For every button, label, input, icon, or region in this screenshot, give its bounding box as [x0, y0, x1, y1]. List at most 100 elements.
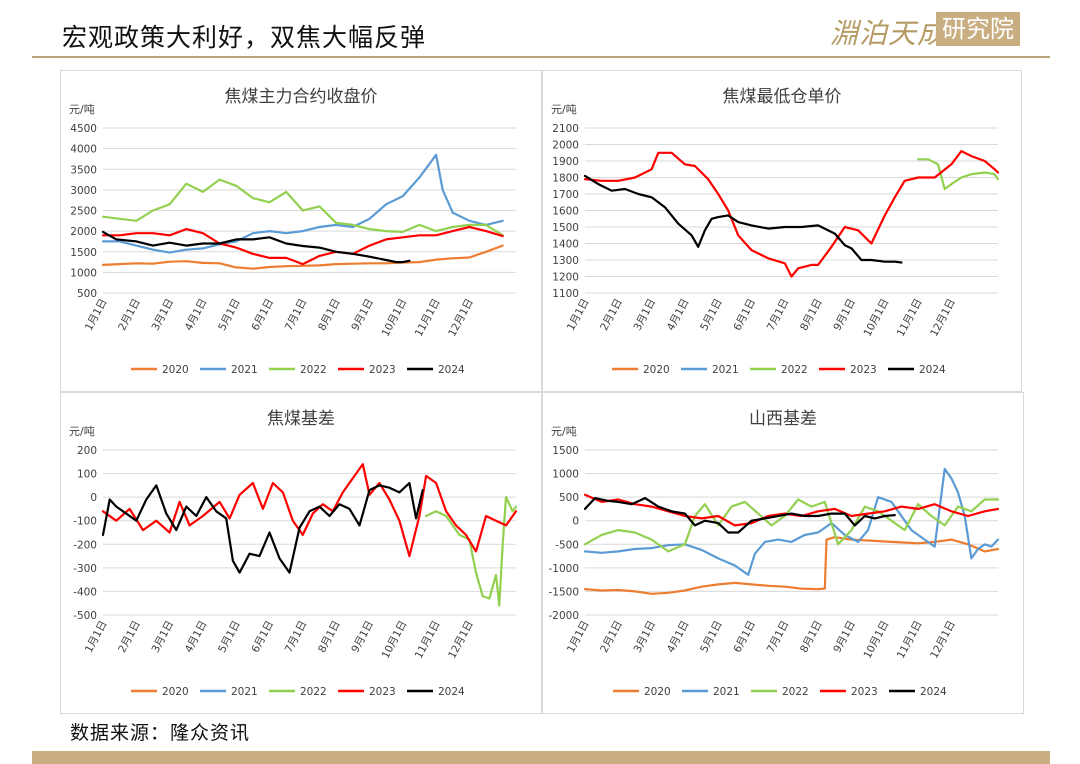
x-tick-label: 6月1日: [249, 297, 276, 333]
x-tick-label: 5月1日: [216, 619, 243, 655]
y-tick-label: 1600: [552, 206, 579, 218]
x-tick-label: 4月1日: [665, 297, 692, 333]
series-line-2021: [101, 153, 504, 254]
chart-panel-warehouse: 焦煤最低仓单价 元/吨 1100 1200 1300 1400 1500 1600 1700 18…: [542, 70, 1022, 392]
legend-label-2021: 2021: [713, 686, 740, 698]
x-tick-label: 6月1日: [249, 619, 276, 655]
series-line-2023: [101, 225, 504, 266]
x-tick-label: 6月1日: [731, 297, 758, 333]
y-tick-label: 1200: [552, 272, 579, 284]
x-tick-label: 7月1日: [765, 619, 792, 655]
x-tick-label: 2月1日: [116, 297, 143, 333]
y-tick-label: 1300: [552, 255, 579, 267]
x-tick-label: 8月1日: [316, 297, 343, 333]
series-line-2020: [583, 536, 1000, 595]
legend-label-2023: 2023: [851, 686, 878, 698]
y-tick-label: 1000: [552, 469, 579, 481]
x-tick-label: 9月1日: [831, 619, 858, 655]
y-tick-label: 1400: [552, 239, 579, 251]
series-line-2021: [583, 467, 1000, 576]
legend-label-2022: 2022: [300, 686, 327, 698]
y-tick-label: 1700: [552, 189, 579, 201]
y-tick-label: 1500: [552, 222, 579, 234]
y-tick-label: 200: [77, 445, 97, 457]
y-tick-label: 0: [90, 492, 97, 504]
x-tick-label: 11月1日: [895, 619, 925, 661]
x-tick-label: 11月1日: [895, 297, 925, 339]
legend-label-2022: 2022: [300, 364, 327, 376]
x-tick-label: 1月1日: [83, 619, 110, 655]
legend-label-2023: 2023: [850, 364, 877, 376]
chart-title: 焦煤最低仓单价: [723, 87, 842, 107]
series-line-2024: [583, 497, 896, 534]
x-tick-label: 4月1日: [183, 297, 210, 333]
y-tick-label: 1500: [70, 247, 97, 259]
x-tick-label: 1月1日: [83, 297, 110, 333]
data-source: 数据来源：隆众资讯: [70, 722, 251, 744]
y-tick-label: -400: [73, 586, 97, 598]
x-tick-label: 4月1日: [665, 619, 692, 655]
y-axis-unit: 元/吨: [551, 425, 577, 438]
x-tick-label: 5月1日: [698, 619, 725, 655]
x-tick-label: 3月1日: [150, 619, 177, 655]
x-tick-label: 8月1日: [798, 619, 825, 655]
series-line-2022: [583, 498, 1000, 553]
x-tick-label: 4月1日: [183, 619, 210, 655]
x-tick-label: 11月1日: [413, 297, 443, 339]
y-tick-label: 4500: [70, 123, 97, 135]
legend-label-2024: 2024: [438, 364, 465, 376]
x-tick-label: 10月1日: [380, 619, 410, 661]
legend-label-2022: 2022: [782, 686, 809, 698]
legend-label-2020: 2020: [644, 686, 671, 698]
x-tick-label: 2月1日: [598, 297, 625, 333]
legend-label-2021: 2021: [231, 364, 258, 376]
legend-label-2024: 2024: [919, 364, 946, 376]
x-tick-label: 10月1日: [862, 297, 892, 339]
series-line-2024: [101, 230, 411, 264]
series-line-2023: [583, 150, 1000, 278]
y-tick-label: 2500: [70, 206, 97, 218]
legend-label-2021: 2021: [231, 686, 258, 698]
chart-title: 焦煤主力合约收盘价: [225, 87, 378, 107]
y-tick-label: 1500: [552, 445, 579, 457]
y-tick-label: -100: [73, 516, 97, 528]
y-tick-label: 1100: [552, 288, 579, 300]
series-line-2022: [101, 178, 504, 237]
legend-label-2024: 2024: [920, 686, 947, 698]
x-tick-label: 9月1日: [349, 297, 376, 333]
y-tick-label: 1900: [552, 156, 579, 168]
x-tick-label: 10月1日: [862, 619, 892, 661]
x-tick-label: 12月1日: [446, 297, 476, 339]
y-tick-label: -1500: [548, 586, 579, 598]
series-line-2023: [101, 463, 518, 558]
legend-label-2022: 2022: [781, 364, 808, 376]
chart-title: 山西基差: [749, 409, 817, 429]
y-tick-label: -1000: [548, 563, 579, 575]
x-tick-label: 3月1日: [150, 297, 177, 333]
legend-label-2020: 2020: [162, 686, 189, 698]
y-tick-label: -2000: [548, 610, 579, 622]
x-tick-label: 7月1日: [765, 297, 792, 333]
y-tick-label: 500: [77, 288, 97, 300]
y-tick-label: -500: [555, 539, 579, 551]
x-tick-label: 8月1日: [798, 297, 825, 333]
x-tick-label: 12月1日: [446, 619, 476, 661]
series-line-2024: [583, 174, 903, 264]
logo-badge: 研究院: [936, 12, 1020, 46]
x-tick-label: 1月1日: [565, 297, 592, 333]
y-tick-label: 0: [572, 516, 579, 528]
legend-label-2023: 2023: [369, 686, 396, 698]
y-axis-unit: 元/吨: [69, 103, 95, 116]
x-tick-label: 3月1日: [632, 297, 659, 333]
legend-label-2024: 2024: [438, 686, 465, 698]
page-title: 宏观政策大利好，双焦大幅反弹: [62, 23, 427, 52]
legend-label-2020: 2020: [643, 364, 670, 376]
x-tick-label: 7月1日: [283, 619, 310, 655]
x-tick-label: 9月1日: [349, 619, 376, 655]
y-tick-label: -200: [73, 539, 97, 551]
x-tick-label: 1月1日: [565, 619, 592, 655]
y-tick-label: 1800: [552, 173, 579, 185]
y-axis-unit: 元/吨: [69, 425, 95, 438]
